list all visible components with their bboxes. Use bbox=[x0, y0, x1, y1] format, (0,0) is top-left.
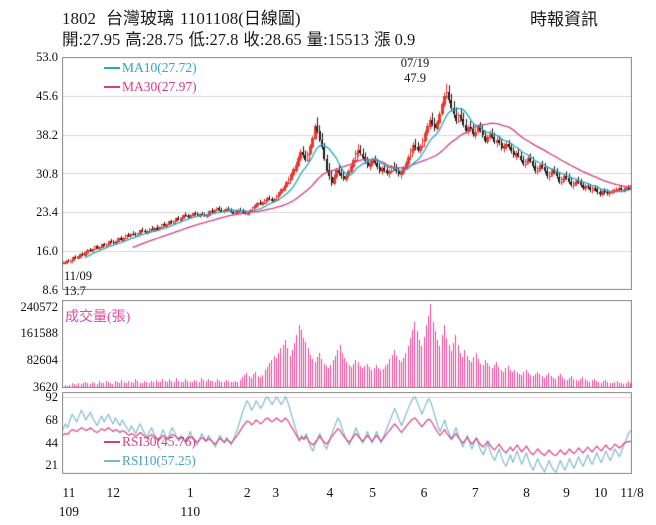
x-axis-tick-label: 8 bbox=[523, 485, 530, 500]
axis-tick-label: 3620 bbox=[33, 379, 58, 394]
x-axis-tick-label: 11 bbox=[62, 485, 76, 500]
peak-price: 47.9 bbox=[404, 71, 426, 86]
peak-date: 07/19 bbox=[400, 56, 430, 70]
rsi10-line-swatch bbox=[104, 460, 120, 462]
price-chart-canvas[interactable] bbox=[62, 57, 632, 290]
axis-tick-label: 16.0 bbox=[36, 244, 58, 259]
stock-code: 1802 bbox=[62, 9, 96, 28]
rsi-chart-canvas[interactable] bbox=[62, 392, 632, 474]
axis-tick-label: 38.2 bbox=[36, 127, 58, 142]
axis-tick-label: 53.0 bbox=[36, 50, 58, 64]
axis-tick-label: 92 bbox=[45, 389, 59, 404]
legend-rsi10[interactable]: RSI10(57.25) bbox=[104, 453, 196, 469]
x-axis-tick-label: 2 bbox=[243, 485, 251, 500]
x-axis-tick-label: 5 bbox=[369, 485, 377, 500]
axis-tick-label: 44 bbox=[45, 436, 59, 451]
x-axis-tick-label: 4 bbox=[326, 485, 334, 500]
x-axis-tick-label: 3 bbox=[272, 485, 280, 500]
quote-close: 收:28.65 bbox=[243, 30, 302, 49]
x-axis-tick-label: 1 bbox=[186, 485, 194, 500]
ma30-line-swatch bbox=[104, 86, 120, 88]
ma10-line-swatch bbox=[104, 67, 120, 69]
x-axis: 11 12 1 2 3 4 5 6 7 8 9 10 11/8 109 110 bbox=[0, 477, 656, 525]
chart-title: 1802 台灣玻璃 1101108(日線圖) bbox=[62, 4, 301, 29]
volume-chart-canvas[interactable] bbox=[62, 300, 632, 388]
quote-summary: 開:27.95 高:28.75 低:27.8 收:28.65 量:15513 漲 0.9 bbox=[62, 26, 420, 50]
x-axis-tick-label: 11/8 bbox=[620, 485, 644, 500]
axis-tick-label: 30.8 bbox=[36, 166, 58, 181]
quote-low: 低:27.8 bbox=[188, 30, 239, 49]
axis-tick-label: 8.6 bbox=[42, 283, 58, 297]
data-provider: 時報資訊 bbox=[530, 10, 598, 29]
quote-high: 高:28.75 bbox=[125, 30, 184, 49]
stock-name: 台灣玻璃 bbox=[106, 9, 174, 28]
x-axis-tick-label: 12 bbox=[106, 485, 121, 500]
quote-open: 開:27.95 bbox=[62, 30, 121, 49]
x-axis-year-label: 110 bbox=[180, 504, 201, 519]
rsi10-label: RSI10(57.25) bbox=[122, 453, 196, 468]
chart-date-mode: 1101108(日線圖) bbox=[180, 9, 301, 28]
axis-tick-label: 68 bbox=[45, 412, 59, 427]
volume-title: 成交量(張) bbox=[65, 310, 131, 325]
x-axis-tick-label: 6 bbox=[420, 485, 428, 500]
peak-annotation: 07/19 47.9 bbox=[380, 56, 450, 86]
x-axis-tick-label: 10 bbox=[593, 485, 608, 500]
axis-tick-label: 240572 bbox=[20, 299, 59, 314]
axis-tick-label: 161588 bbox=[20, 326, 59, 341]
axis-tick-label: 21 bbox=[45, 458, 59, 473]
x-axis-tick-label: 7 bbox=[471, 485, 479, 500]
x-axis-year-label: 109 bbox=[58, 504, 79, 519]
legend-rsi30[interactable]: RSI30(45.76) bbox=[104, 434, 196, 450]
volume-panel bbox=[62, 300, 632, 388]
rsi30-line-swatch bbox=[104, 441, 120, 443]
axis-tick-label: 82604 bbox=[26, 353, 58, 368]
quote-change: 漲 0.9 bbox=[373, 30, 416, 49]
ma30-label: MA30(27.97) bbox=[122, 79, 197, 94]
ma10-label: MA10(27.72) bbox=[122, 60, 197, 75]
start-date-annotation: 11/09 bbox=[64, 269, 93, 283]
legend-ma10[interactable]: MA10(27.72) bbox=[104, 60, 197, 76]
legend-ma30[interactable]: MA30(27.97) bbox=[104, 79, 197, 95]
quote-volume: 量:15513 bbox=[306, 30, 369, 49]
rsi-panel bbox=[62, 392, 632, 474]
axis-tick-label: 23.4 bbox=[36, 205, 58, 220]
chart-header: 1802 台灣玻璃 1101108(日線圖) 開:27.95 高:28.75 低:27.… bbox=[0, 0, 656, 52]
axis-tick-label: 45.6 bbox=[36, 88, 58, 103]
rsi30-label: RSI30(45.76) bbox=[122, 434, 196, 449]
start-price-annotation: 13.7 bbox=[64, 284, 86, 298]
price-panel bbox=[62, 57, 632, 290]
x-axis-tick-label: 9 bbox=[563, 485, 570, 500]
